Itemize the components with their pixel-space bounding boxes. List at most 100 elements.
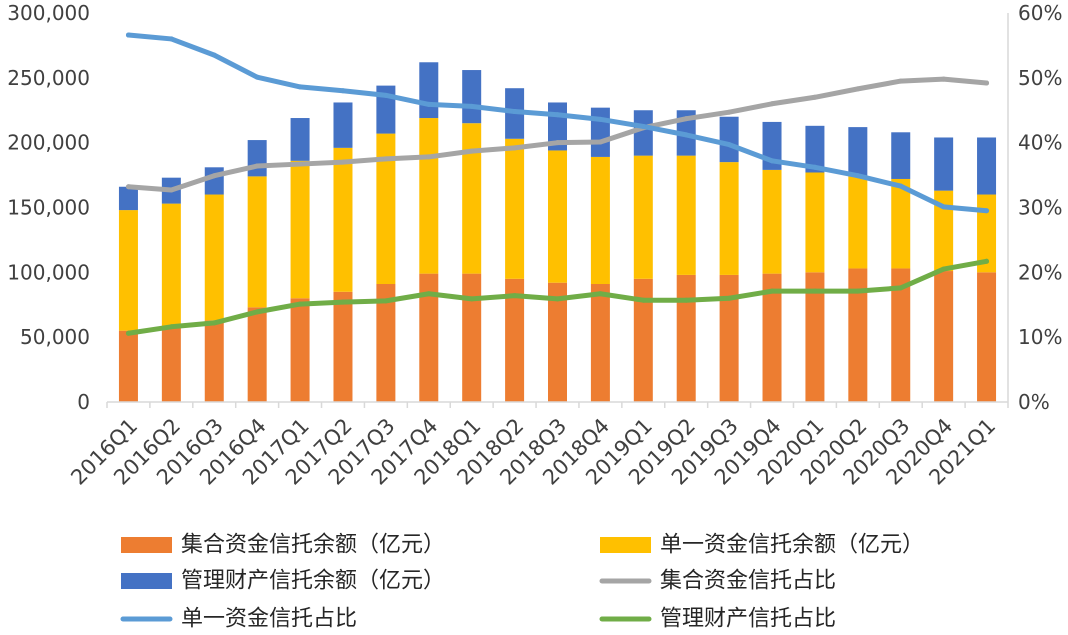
point-managed-property-share-2019q3: [726, 295, 732, 301]
series-single-share: [125, 32, 990, 214]
point-managed-property-share-2016q1: [125, 330, 131, 336]
bar-collective-balance-2016q1: [118, 330, 138, 402]
bar-single-balance-2019q1: [633, 155, 653, 279]
share-lines: [125, 32, 990, 336]
bar-managed-property-balance-2018q4: [590, 107, 610, 157]
point-single-share-2019q4: [769, 158, 775, 164]
bar-single-balance-2016q3: [204, 194, 224, 321]
point-managed-property-share-2018q3: [555, 296, 560, 302]
point-single-share-2020q4: [941, 204, 947, 210]
point-collective-share-2019q3: [726, 109, 732, 115]
bar-collective-balance-2020q2: [848, 268, 868, 402]
y2-axis-tick-label: 20%: [1018, 260, 1062, 284]
y2-axis-tick-label: 10%: [1018, 325, 1062, 349]
bar-collective-balance-2019q2: [676, 274, 696, 402]
point-single-share-2018q1: [469, 103, 475, 109]
point-managed-property-share-2018q1: [469, 296, 475, 302]
legend-item-single-share: 单一资金信托占比: [120, 607, 357, 632]
y-axis-tick-label: 100,000: [7, 260, 90, 284]
series-collective-share: [125, 76, 990, 193]
point-single-share-2017q3: [383, 92, 389, 98]
point-collective-share-2020q1: [812, 94, 818, 100]
bar-single-balance-2017q3: [376, 133, 396, 284]
point-collective-share-2020q4: [941, 76, 947, 82]
point-single-share-2016q3: [211, 52, 217, 58]
bar-managed-property-balance-2016q1: [118, 186, 138, 211]
bar-managed-property-balance-2017q1: [290, 118, 310, 161]
point-single-share-2020q3: [898, 183, 904, 189]
bar-single-balance-2019q3: [719, 162, 739, 275]
point-single-share-2017q2: [340, 88, 346, 94]
legend-swatch-managed-property-balance: [121, 573, 172, 589]
point-collective-share-2016q2: [168, 187, 174, 193]
y-axis-tick-label: 200,000: [7, 131, 90, 155]
point-managed-property-share-2016q3: [211, 320, 217, 326]
y-axis-tick-label: 300,000: [7, 1, 90, 25]
point-collective-share-2020q3: [898, 78, 904, 84]
point-managed-property-share-2017q2: [340, 299, 346, 305]
y2-axis-tick-label: 40%: [1018, 131, 1062, 155]
point-collective-share-2021q1: [984, 80, 990, 86]
point-managed-property-share-2020q3: [898, 285, 904, 291]
point-collective-share-2019q4: [769, 101, 775, 107]
y-axis-tick-label: 50,000: [20, 325, 90, 349]
point-single-share-2020q2: [855, 173, 861, 179]
bar-single-balance-2021q1: [977, 194, 997, 273]
point-single-share-2016q2: [168, 36, 174, 42]
point-single-share-2018q2: [512, 109, 518, 115]
bar-managed-property-balance-2021q1: [977, 137, 997, 195]
legend: 集合资金信托余额（亿元） 单一资金信托余额（亿元） 管理财产信托余额（亿元） 集合资金…: [120, 533, 924, 632]
bar-managed-property-balance-2020q2: [848, 127, 868, 177]
bar-collective-balance-2019q1: [633, 278, 653, 402]
bar-managed-property-balance-2017q2: [333, 102, 353, 148]
point-managed-property-share-2017q3: [383, 298, 389, 304]
bar-collective-balance-2020q3: [891, 268, 911, 402]
legend-item-single-balance: 单一资金信托余额（亿元）: [600, 533, 924, 558]
bar-single-balance-2017q2: [333, 147, 353, 292]
bar-managed-property-balance-2019q3: [719, 116, 739, 163]
legend-label-single-balance: 单一资金信托余额（亿元）: [660, 533, 924, 558]
legend-label-managed-property-share: 管理财产信托占比: [660, 607, 836, 632]
y-axis-labels: 0 50,000 100,000 150,000 200,000 250,000 300,0…: [7, 1, 90, 414]
point-single-share-2018q4: [597, 116, 603, 122]
bar-single-balance-2016q2: [161, 203, 181, 329]
point-collective-share-2018q2: [512, 145, 518, 151]
point-collective-share-2019q2: [683, 116, 689, 122]
point-managed-property-share-2018q4: [597, 291, 603, 297]
legend-swatch-collective-balance: [121, 537, 172, 553]
legend-label-collective-share: 集合资金信托占比: [660, 569, 836, 594]
bar-single-balance-2018q4: [590, 156, 610, 284]
y2-axis-labels: 0% 10% 20% 30% 40% 50% 60%: [1018, 1, 1062, 414]
stacked-bars: [118, 62, 997, 402]
bar-collective-balance-2018q4: [590, 284, 610, 402]
x-axis-labels: 2016Q12016Q22016Q32016Q42017Q12017Q22017…: [66, 414, 1000, 490]
bar-managed-property-balance-2016q3: [204, 167, 224, 195]
point-managed-property-share-2017q4: [426, 291, 432, 297]
bar-collective-balance-2016q2: [161, 328, 181, 402]
bar-collective-balance-2019q3: [719, 274, 739, 402]
point-single-share-2021q1: [984, 208, 990, 214]
bar-single-balance-2016q1: [118, 210, 138, 331]
point-managed-property-share-2020q1: [812, 288, 818, 294]
bar-single-balance-2019q2: [676, 155, 696, 275]
bar-managed-property-balance-2016q4: [247, 140, 267, 177]
point-managed-property-share-2019q1: [640, 297, 646, 303]
bar-collective-balance-2017q4: [419, 273, 439, 402]
bar-collective-balance-2017q1: [290, 298, 310, 402]
point-collective-share-2017q4: [426, 154, 432, 160]
point-collective-share-2016q4: [254, 163, 260, 169]
point-managed-property-share-2020q4: [941, 266, 947, 272]
point-managed-property-share-2016q4: [254, 309, 260, 315]
point-managed-property-share-2017q1: [297, 301, 303, 307]
bar-managed-property-balance-2019q1: [633, 110, 653, 156]
legend-item-collective-share: 集合资金信托占比: [599, 569, 836, 594]
point-collective-share-2017q2: [340, 159, 346, 165]
bar-collective-balance-2018q2: [505, 278, 525, 402]
bar-single-balance-2020q4: [934, 190, 954, 272]
bar-collective-balance-2017q2: [333, 291, 353, 402]
bar-managed-property-balance-2020q4: [934, 137, 954, 191]
bar-single-balance-2018q3: [548, 150, 567, 283]
point-single-share-2016q1: [125, 32, 131, 38]
point-single-share-2019q1: [640, 123, 646, 129]
